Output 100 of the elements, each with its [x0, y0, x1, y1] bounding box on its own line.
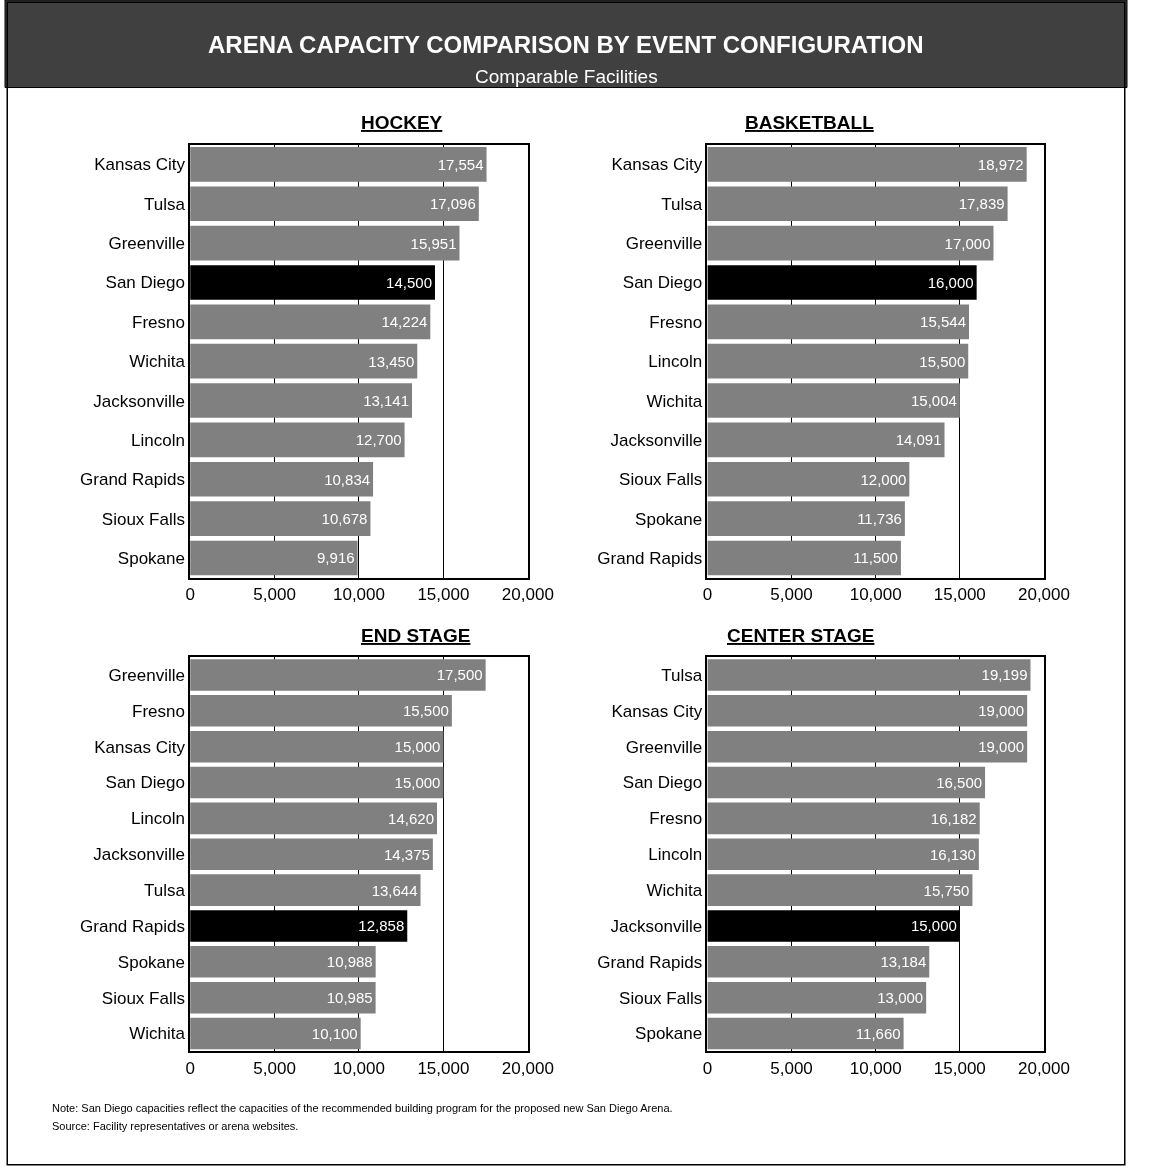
- bar: [190, 304, 431, 340]
- bar: [707, 981, 927, 1014]
- bar: [707, 422, 945, 458]
- y-tick-label: San Diego: [622, 273, 703, 293]
- x-tick-label: 20,000: [501, 1058, 554, 1078]
- data-label: 9,916: [317, 549, 355, 567]
- y-tick-label: Lincoln: [131, 430, 185, 450]
- data-label: 15,000: [394, 774, 441, 792]
- data-label: 19,000: [978, 702, 1025, 720]
- bar: [190, 501, 371, 536]
- data-label: 11,660: [855, 1025, 901, 1043]
- y-tick-label: Spokane: [117, 548, 185, 568]
- x-tick-label: 15,000: [933, 584, 986, 604]
- text: ARENA CAPACITY COMPARISON BY EVENT CONFIGURATION: [208, 31, 924, 58]
- y-tick-label: Fresno: [649, 809, 703, 829]
- bar: [190, 730, 444, 763]
- y-tick-label: Wichita: [646, 881, 703, 901]
- data-label: 16,500: [936, 774, 983, 792]
- data-label: 12,000: [860, 470, 907, 488]
- data-label: 12,858: [358, 917, 405, 935]
- data-label: 12,700: [355, 431, 402, 449]
- y-tick-label: Sioux Falls: [619, 470, 703, 490]
- y-tick-label: Tulsa: [661, 194, 703, 214]
- data-label: 10,834: [324, 470, 371, 488]
- bar: [190, 695, 452, 727]
- bar: [190, 186, 479, 222]
- x-tick-label: 10,000: [849, 584, 902, 604]
- bar: [707, 501, 905, 536]
- bar: [190, 540, 358, 576]
- x-tick-label: 5,000: [770, 584, 813, 604]
- data-label: 17,554: [437, 155, 484, 173]
- bar: [707, 659, 1031, 691]
- x-tick-label: 5,000: [253, 584, 296, 604]
- bar: [707, 225, 994, 261]
- x-tick-label: 0: [185, 584, 195, 604]
- data-label: 15,544: [920, 313, 966, 331]
- y-tick-label: Tulsa: [144, 194, 186, 214]
- data-label: 16,000: [927, 273, 974, 291]
- y-tick-label: Jacksonville: [610, 430, 703, 450]
- data-label: 15,500: [402, 702, 449, 720]
- y-tick-label: Lincoln: [648, 352, 703, 372]
- bar: [707, 383, 960, 418]
- bar: [707, 304, 969, 340]
- y-tick-label: Jacksonville: [93, 845, 185, 865]
- chart-title: CENTER STAGE: [727, 625, 875, 646]
- data-label: 17,839: [958, 195, 1005, 213]
- data-label: 10,988: [326, 953, 373, 971]
- bar: [190, 461, 374, 497]
- y-tick-label: Fresno: [132, 312, 185, 332]
- bar: [707, 838, 979, 871]
- bar: [707, 766, 986, 799]
- data-label: 15,951: [410, 234, 457, 252]
- bar: [707, 461, 910, 497]
- data-label: 10,100: [311, 1025, 358, 1043]
- x-tick-label: 5,000: [253, 1058, 296, 1078]
- data-label: 13,644: [371, 881, 418, 899]
- bar: [190, 802, 437, 835]
- data-label: 19,199: [981, 666, 1028, 684]
- y-tick-label: Sioux Falls: [101, 509, 185, 529]
- bar: [707, 802, 980, 835]
- y-tick-label: Tulsa: [661, 665, 703, 685]
- bar: [190, 1017, 361, 1050]
- x-tick-label: 15,000: [417, 1058, 470, 1078]
- data-label: 14,224: [381, 313, 428, 331]
- chart-title: HOCKEY: [361, 112, 443, 133]
- y-tick-label: Kansas City: [94, 155, 186, 175]
- data-label: 17,000: [944, 234, 991, 252]
- y-tick-label: Wichita: [129, 1024, 186, 1044]
- data-label: 16,130: [929, 845, 976, 863]
- bar: [190, 659, 486, 691]
- x-tick-label: 10,000: [332, 1058, 385, 1078]
- data-label: 11,500: [853, 549, 898, 567]
- data-label: 15,000: [394, 738, 441, 756]
- x-tick-label: 10,000: [332, 584, 385, 604]
- x-tick-label: 15,000: [417, 584, 470, 604]
- y-tick-label: Sioux Falls: [101, 988, 185, 1008]
- bar: [190, 946, 376, 978]
- y-tick-label: Kansas City: [94, 737, 186, 757]
- data-label: 15,500: [919, 352, 966, 370]
- data-label: 13,141: [363, 392, 410, 410]
- source-note: Source: Facility representatives or arena websites.: [52, 1120, 299, 1132]
- x-tick-label: 10,000: [849, 1058, 902, 1078]
- y-tick-label: Lincoln: [131, 809, 185, 829]
- data-label: 14,375: [383, 845, 430, 863]
- data-label: 17,096: [429, 195, 476, 213]
- bar: [707, 540, 901, 576]
- x-tick-label: 0: [702, 584, 713, 604]
- data-label: 15,750: [923, 881, 970, 899]
- x-tick-label: 20,000: [1017, 1058, 1070, 1078]
- data-label: 18,972: [977, 155, 1024, 173]
- bar: [190, 766, 444, 799]
- x-tick-label: 0: [702, 1058, 713, 1078]
- data-label: 10,985: [326, 989, 373, 1007]
- data-label: 17,500: [436, 666, 483, 684]
- chart-title: END STAGE: [361, 625, 471, 646]
- data-label: 14,091: [895, 431, 942, 449]
- y-tick-label: Spokane: [635, 509, 703, 529]
- x-tick-label: 0: [185, 1058, 195, 1078]
- y-tick-label: Spokane: [117, 952, 185, 972]
- y-tick-label: Greenville: [108, 234, 185, 254]
